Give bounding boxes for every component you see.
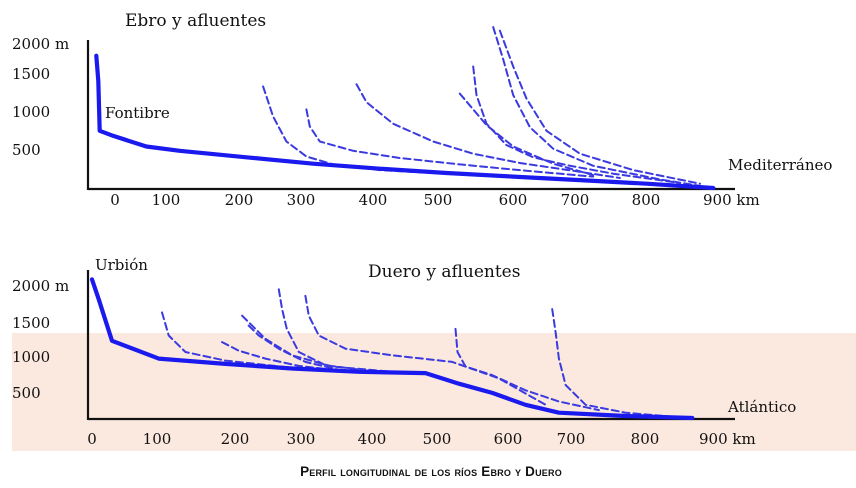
y-tick-label: 1500 [12,314,50,332]
chart-duero: Duero y afluentes 2000 m 1500 1000 500 0 100 20… [12,256,796,448]
y-tick-label: 500 [12,141,41,159]
tributary-line [492,26,715,189]
x-tick-label: 200 [221,430,250,448]
y-tick-label: 1000 [12,348,50,366]
x-tick-label: 0 [110,191,120,209]
x-tick-label: 100 [143,430,172,448]
tributary-line [247,324,340,371]
x-tick-label: 400 [359,191,388,209]
y-tick-label: 2000 m [12,35,69,53]
x-tick-label: 400 [358,430,387,448]
x-tick-label: 800 [632,191,661,209]
chart-title: Ebro y afluentes [125,11,266,31]
mouth-label: Mediterráneo [728,156,832,174]
y-tick-label: 2000 m [12,277,69,295]
x-tick-label: 700 [561,191,590,209]
main-river-line [94,53,716,191]
x-tick-label: 200 [225,191,254,209]
highlight-band [12,333,856,451]
x-tick-label: 300 [287,191,316,209]
tributary-line [458,92,595,177]
x-tick-label: 600 [494,430,523,448]
x-tick-label: 100 [152,191,181,209]
chart-ebro: Ebro y afluentes 2000 m 1500 1000 500 0 100 200… [12,11,832,209]
tributary-line [305,108,595,178]
mouth-label: Atlántico [727,398,796,416]
source-label: Urbión [95,256,148,274]
x-tick-label: 900 km [699,430,756,448]
x-tick-label: 900 km [703,191,760,209]
main-river-line [89,277,695,421]
x-tick-label: 0 [87,430,97,448]
tributary-line [454,327,600,412]
y-tick-label: 1500 [12,65,50,83]
tributary-line [355,83,621,179]
x-tick-label: 500 [424,191,453,209]
caption-box: Perfil longitudinal de los ríos Ebro y D… [125,451,737,488]
x-tick-label: 600 [499,191,528,209]
tributary-line [472,65,681,184]
chart-title: Duero y afluentes [368,262,520,282]
tributary-line [551,308,680,419]
x-tick-label: 800 [631,430,660,448]
tributary-line [262,85,581,182]
x-tick-label: 700 [557,430,586,448]
y-tick-label: 1000 [12,103,50,121]
caption: Perfil longitudinal de los ríos Ebro y D… [300,464,562,479]
x-tick-label: 300 [287,430,316,448]
tributary-line [498,29,701,185]
y-tick-label: 500 [12,384,41,402]
x-tick-label: 500 [423,430,452,448]
source-label: Fontibre [105,104,170,122]
